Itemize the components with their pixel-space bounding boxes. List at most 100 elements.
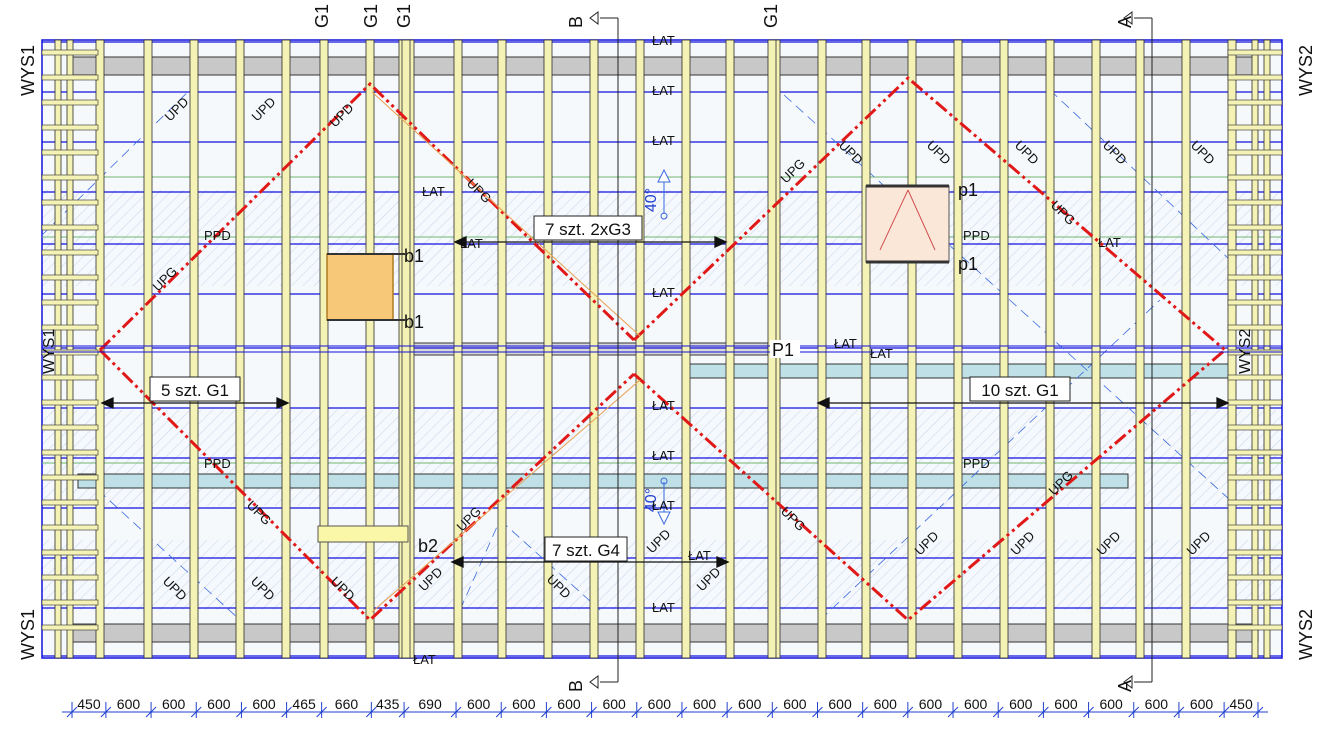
dimension-value: 600	[467, 696, 491, 712]
slope-angle-top: 40°	[643, 188, 660, 212]
top-eave-board	[71, 56, 1259, 76]
rafter	[681, 39, 691, 659]
rafter	[635, 39, 645, 659]
ppd-label: PPD	[963, 228, 990, 243]
rafter	[1045, 39, 1055, 659]
ladder-rung	[41, 174, 99, 181]
dimension-value: 600	[828, 696, 852, 712]
dimension-value: 600	[693, 696, 717, 712]
ladder-rung	[1227, 549, 1283, 556]
lat-label: ŁAT	[422, 184, 445, 199]
dimension-slash	[1173, 706, 1185, 718]
lat-label: ŁAT	[652, 285, 675, 300]
dimension-value: 600	[648, 696, 672, 712]
ladder-rung	[41, 574, 99, 581]
hatched-band	[42, 190, 1282, 286]
callout-box	[149, 376, 241, 402]
ladder-rail	[1251, 39, 1259, 659]
ladder-rung	[1227, 399, 1283, 406]
callout-bottom-center: 7 szt. G4	[552, 541, 620, 560]
lat-label: ŁAT	[652, 448, 675, 463]
label-wys2-top-right: WYS2	[1296, 45, 1316, 96]
ladder-rung	[1227, 199, 1283, 206]
ladder-rung	[1227, 49, 1283, 56]
dimension-slash	[316, 706, 327, 718]
ladder-rung	[1227, 449, 1283, 456]
section-line-a	[1123, 11, 1153, 689]
callout-box	[533, 215, 643, 241]
label-wys2-bottom-right: WYS2	[1296, 609, 1316, 660]
dimension-value: 450	[77, 696, 101, 712]
dimension-slash	[676, 706, 688, 718]
label-wys2-mid-right: WYS2	[1237, 329, 1254, 374]
rafter	[953, 39, 963, 659]
label-wys1-bottom-left: WYS1	[18, 609, 38, 660]
ladder-rung	[41, 549, 99, 556]
label-g1-a: G1	[312, 4, 332, 28]
ladder-rung	[41, 624, 99, 631]
ladder-rung	[1227, 424, 1283, 431]
header-b2	[317, 525, 409, 543]
hatched-band	[42, 540, 1282, 610]
lat-labels: ŁAT ŁAT ŁAT ŁAT ŁAT ŁAT ŁAT ŁAT ŁAT ŁAT …	[413, 33, 1121, 667]
label-section-b-bottom: B	[566, 680, 586, 692]
ppd-label: PPD	[204, 228, 231, 243]
ladder-rung	[41, 49, 99, 56]
lat-label: ŁAT	[688, 548, 711, 563]
lat-label: ŁAT	[460, 236, 483, 251]
lat-label: ŁAT	[413, 652, 436, 667]
ladder-rung	[41, 374, 99, 381]
dimension-slash	[721, 706, 733, 718]
dimension-value: 600	[557, 696, 581, 712]
ladder-rail	[66, 39, 74, 659]
callout-top-center: 7 szt. 2xG3	[545, 220, 631, 239]
ladder-rung	[41, 199, 99, 206]
ladder-rung	[1227, 299, 1283, 306]
dimension-slash	[586, 706, 597, 718]
dimension-slash	[1083, 706, 1094, 718]
dimension-value: 690	[418, 696, 442, 712]
dimension-value: 600	[874, 696, 898, 712]
dimension-slash	[66, 706, 78, 718]
ladder-rung	[1227, 149, 1283, 156]
dimension-slash	[100, 706, 112, 718]
ridge-label-p1: P1	[772, 340, 794, 360]
ppd-label: PPD	[204, 456, 231, 471]
dimension-slash	[236, 706, 247, 718]
rafter	[1181, 39, 1191, 659]
rafter	[1091, 39, 1101, 659]
ladder-rung	[1227, 174, 1283, 181]
ladder-rung	[1227, 274, 1283, 281]
rafter	[497, 39, 507, 659]
hip-valley-lines	[98, 75, 1226, 623]
callout-box	[969, 376, 1071, 402]
ladder-rung	[41, 499, 99, 506]
thin-orange-line	[371, 91, 641, 337]
dimension-value: 600	[1009, 696, 1033, 712]
section-line-b	[589, 11, 619, 689]
rafter	[235, 39, 245, 659]
ladder-rung	[41, 474, 99, 481]
ladder-rung	[1227, 324, 1283, 331]
ladder-rung	[41, 274, 99, 281]
dimension-slash	[631, 706, 643, 718]
p1-label-bg	[770, 340, 800, 358]
dimension-chain: 450 600 600 600 600 465 660 435 690 600 600 600 600 6…	[62, 696, 1268, 718]
ladder-rung	[41, 449, 99, 456]
dimension-value: 600	[512, 696, 536, 712]
ladder-rung	[41, 99, 99, 106]
dimension-slash	[1038, 706, 1049, 718]
dimension-slash	[495, 706, 507, 718]
rafter	[817, 39, 827, 659]
rafter	[999, 39, 1009, 659]
label-wys1-top-left: WYS1	[18, 45, 38, 96]
bottom-eave-board	[71, 623, 1259, 643]
label-p1-lower: p1	[958, 254, 978, 274]
dimension-value: 600	[964, 696, 988, 712]
ladder-rung	[1227, 224, 1283, 231]
ladder-rung	[41, 124, 99, 131]
rafter	[453, 39, 463, 659]
lat-label: ŁAT	[870, 346, 893, 361]
ladder-rung	[1227, 249, 1283, 256]
